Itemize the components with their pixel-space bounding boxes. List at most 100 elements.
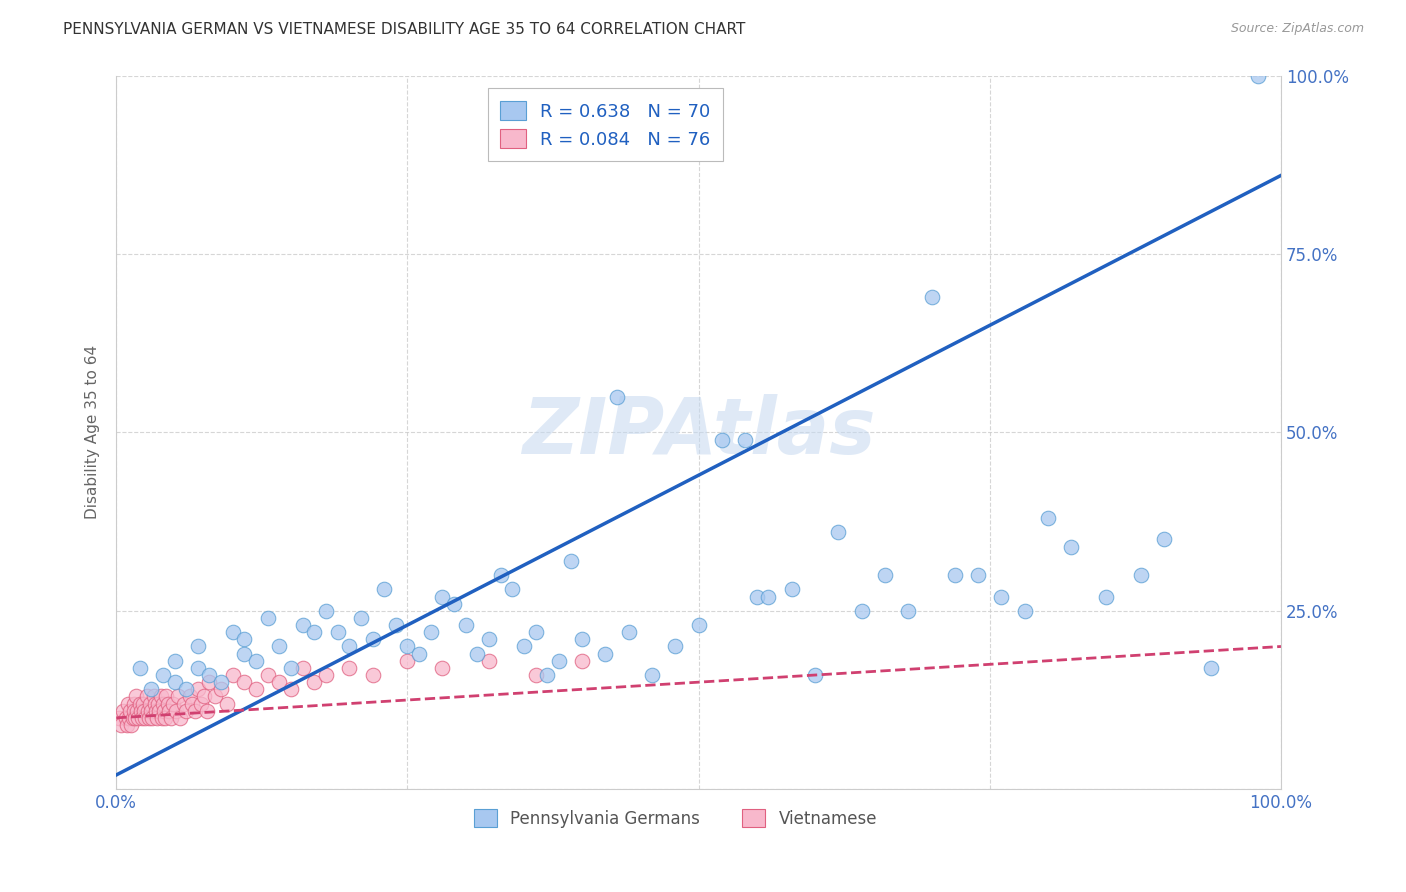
- Point: [107, 711, 129, 725]
- Legend: Pennsylvania Germans, Vietnamese: Pennsylvania Germans, Vietnamese: [467, 803, 884, 834]
- Point: [155, 690, 177, 704]
- Point: [897, 604, 920, 618]
- Point: [195, 704, 218, 718]
- Point: [245, 682, 267, 697]
- Point: [373, 582, 395, 597]
- Point: [489, 568, 512, 582]
- Point: [571, 654, 593, 668]
- Point: [157, 704, 180, 718]
- Point: [222, 625, 245, 640]
- Point: [148, 697, 170, 711]
- Point: [145, 704, 167, 718]
- Point: [269, 640, 291, 654]
- Point: [1246, 69, 1268, 83]
- Point: [120, 704, 142, 718]
- Point: [128, 697, 150, 711]
- Point: [122, 704, 145, 718]
- Point: [142, 690, 165, 704]
- Point: [396, 640, 419, 654]
- Point: [1060, 540, 1083, 554]
- Point: [419, 625, 441, 640]
- Point: [1095, 590, 1118, 604]
- Point: [163, 675, 186, 690]
- Point: [135, 690, 157, 704]
- Point: [118, 711, 141, 725]
- Point: [134, 704, 156, 718]
- Point: [304, 675, 326, 690]
- Point: [315, 668, 337, 682]
- Point: [758, 590, 780, 604]
- Text: Source: ZipAtlas.com: Source: ZipAtlas.com: [1230, 22, 1364, 36]
- Point: [245, 654, 267, 668]
- Point: [524, 625, 547, 640]
- Point: [141, 682, 163, 697]
- Point: [125, 690, 148, 704]
- Point: [606, 390, 628, 404]
- Point: [595, 647, 617, 661]
- Point: [146, 711, 169, 725]
- Point: [120, 718, 142, 732]
- Point: [190, 697, 212, 711]
- Point: [524, 668, 547, 682]
- Point: [169, 711, 191, 725]
- Point: [337, 661, 360, 675]
- Point: [571, 632, 593, 647]
- Point: [184, 704, 207, 718]
- Point: [193, 690, 215, 704]
- Point: [1153, 533, 1175, 547]
- Point: [173, 697, 195, 711]
- Point: [280, 661, 302, 675]
- Point: [209, 682, 232, 697]
- Point: [641, 668, 664, 682]
- Point: [745, 590, 768, 604]
- Point: [1199, 661, 1222, 675]
- Point: [152, 668, 174, 682]
- Point: [233, 647, 256, 661]
- Point: [167, 690, 190, 704]
- Point: [141, 711, 163, 725]
- Point: [256, 668, 278, 682]
- Point: [513, 640, 536, 654]
- Point: [179, 690, 201, 704]
- Point: [361, 668, 384, 682]
- Point: [141, 704, 163, 718]
- Point: [851, 604, 873, 618]
- Point: [181, 697, 204, 711]
- Point: [967, 568, 990, 582]
- Point: [187, 661, 209, 675]
- Point: [873, 568, 896, 582]
- Point: [827, 525, 849, 540]
- Point: [136, 704, 159, 718]
- Point: [804, 668, 827, 682]
- Point: [710, 433, 733, 447]
- Point: [122, 697, 145, 711]
- Point: [139, 697, 162, 711]
- Point: [454, 618, 477, 632]
- Point: [134, 711, 156, 725]
- Point: [233, 675, 256, 690]
- Point: [149, 690, 172, 704]
- Point: [465, 647, 488, 661]
- Point: [385, 618, 408, 632]
- Point: [269, 675, 291, 690]
- Point: [688, 618, 710, 632]
- Text: ZIPAtlas: ZIPAtlas: [522, 394, 876, 470]
- Point: [617, 625, 640, 640]
- Point: [664, 640, 686, 654]
- Point: [408, 647, 430, 661]
- Point: [187, 640, 209, 654]
- Point: [152, 697, 174, 711]
- Point: [174, 682, 197, 697]
- Point: [198, 668, 221, 682]
- Point: [121, 711, 143, 725]
- Point: [396, 654, 419, 668]
- Point: [1130, 568, 1153, 582]
- Point: [304, 625, 326, 640]
- Point: [198, 675, 221, 690]
- Point: [326, 625, 349, 640]
- Point: [443, 597, 465, 611]
- Point: [337, 640, 360, 654]
- Point: [150, 711, 173, 725]
- Point: [138, 711, 160, 725]
- Point: [110, 718, 132, 732]
